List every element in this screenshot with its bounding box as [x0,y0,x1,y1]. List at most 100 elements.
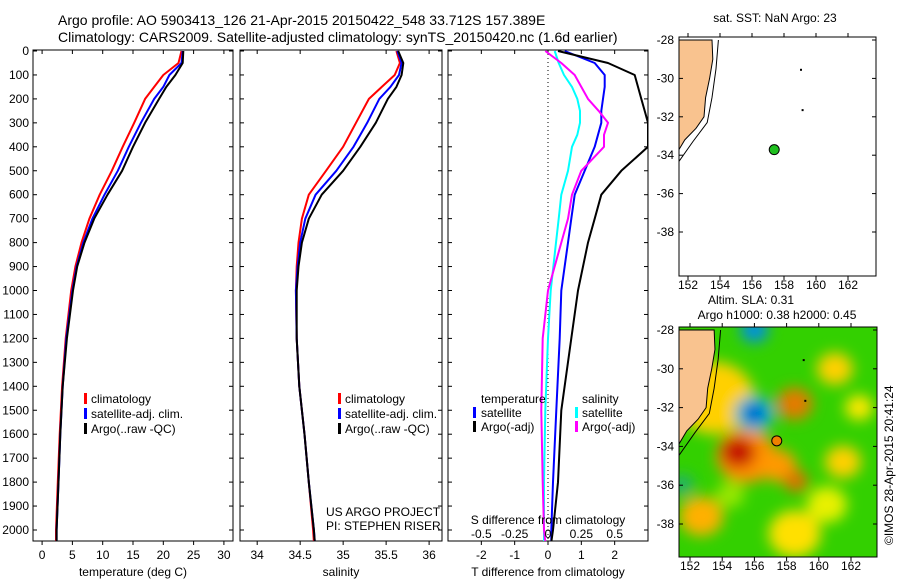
island [802,359,805,362]
lat-tick-label: -38 [657,225,675,239]
legend-label: satellite-adj. clim. [345,407,437,421]
lon-tick-label: 162 [841,559,861,573]
y-tick-label: 400 [9,140,29,154]
x-tick-label: 1 [578,548,585,562]
salinity-legend: climatology satellite-adj. clim. Argo(..… [338,392,437,436]
legend-swatch-argo [84,423,87,434]
legend-swatch-climatology [84,393,87,404]
argo-float-marker [771,435,783,447]
legend-swatch-satellite [84,408,87,419]
legend-header-temperature: temperature [481,392,546,406]
figure-title-line1: Argo profile: AO 5903413_126 21-Apr-2015… [58,12,546,28]
series-line-satellite [550,50,606,541]
legend-label: Argo(..raw -QC) [91,422,176,436]
x-tick-label: 34.5 [288,548,312,562]
y-tick-label: 1300 [2,355,29,369]
x-tick-label: 15 [126,548,140,562]
lon-tick-label: 158 [777,559,797,573]
y-tick-label: 200 [9,92,29,106]
lon-tick-label: 156 [742,278,762,292]
map-content [679,327,877,557]
lat-tick-label: -32 [657,110,675,124]
imos-credit: ©IMOS 28-Apr-2015 20:41:24 [882,385,896,545]
sla-anomaly [740,327,769,343]
series-line-argo--adj- [540,50,609,541]
legend-swatch-argo [338,423,341,434]
y-tick-label: 900 [9,260,29,274]
x-tick-label: 30 [217,548,231,562]
y-tick-label: 1800 [2,475,29,489]
series-line-argo---raw--qc- [55,50,185,541]
lon-tick-label: 152 [678,278,698,292]
y-tick-label: 500 [9,164,29,178]
map-frame [678,36,877,277]
series-group [55,50,185,541]
lon-tick-label: 160 [809,559,829,573]
y-tick-label: 1000 [2,284,29,298]
lon-tick-label: 154 [712,559,732,573]
x-tick-label: 10 [96,548,110,562]
sla-anomaly [824,445,861,479]
x-tick-label: 36 [422,548,436,562]
x-tick-label: 35 [336,548,350,562]
legend-label: Argo(-adj) [481,420,534,434]
lon-tick-label: 154 [710,278,730,292]
sst-map: -28 -30 -32 -34 -36 -38 152 154 156 158 160 162 [657,33,877,292]
lat-tick-label: -32 [657,401,675,415]
y-tick-label: 1900 [2,499,29,513]
y-tick-label: 600 [9,188,29,202]
series-group [540,50,648,541]
map-content [679,37,876,276]
lat-tick-label: -36 [657,478,675,492]
y-tick-label: 1500 [2,403,29,417]
y-tick-label: 0 [22,44,29,58]
plot-frame [32,49,234,542]
x-tick-label: 35.5 [374,548,398,562]
sla-map: -28 -30 -32 -34 -36 -38 152 154 156 158 160 162 [657,323,878,573]
x-tick-label: 20 [157,548,171,562]
x-tick-label: -2 [476,548,487,562]
difference-legend: temperature salinity satellite Argo(-adj… [473,392,635,434]
y-tick-label: 100 [9,68,29,82]
sla-map-title1: Altim. SLA: 0.31 [708,293,794,307]
y-tick-label: 1700 [2,451,29,465]
lat-tick-label: -34 [657,148,675,162]
x2-tick-label: -0.5 [471,527,492,541]
y-tick-label: 1600 [2,427,29,441]
sla-anomaly [721,436,756,468]
difference-panel: -2 -1 0 1 2 -0.5 -0.25 0 0.25 0.5 [447,49,649,562]
sla-anomaly [716,482,745,508]
y-tick-label: 2000 [2,523,29,537]
legend-label: satellite [481,406,522,420]
lat-tick-label: -28 [657,33,675,47]
legend-label: climatology [345,392,405,406]
x2-tick-label: -0.25 [501,527,529,541]
series-line-argo--adj- [550,50,648,541]
plot-frame [239,49,443,542]
project-annotation: US ARGO PROJECT [326,505,441,519]
y-tick-label: 700 [9,212,29,226]
pi-annotation: PI: STEPHEN RISER [326,519,441,533]
lon-tick-label: 160 [806,278,826,292]
legend-swatch-climatology [338,393,341,404]
island [804,399,807,402]
x-tick-label: 2 [611,548,618,562]
series-group [294,50,405,541]
legend-swatch-t-argo [473,421,476,432]
tdiff-xlabel: T difference from climatology [471,565,625,579]
legend-label: climatology [91,392,151,406]
legend-label: Argo(-adj) [582,420,635,434]
legend-label: Argo(..raw -QC) [345,422,430,436]
lat-tick-label: -36 [657,187,675,201]
x-tick-label: 25 [187,548,201,562]
legend-label: satellite-adj. clim. [91,407,183,421]
lon-tick-label: 156 [744,559,764,573]
map-background [679,37,876,276]
lat-tick-label: -30 [657,71,675,85]
sla-anomaly [806,486,847,523]
series-line-satellite [543,50,581,541]
lat-tick-label: -34 [657,439,675,453]
lon-tick-label: 158 [774,278,794,292]
